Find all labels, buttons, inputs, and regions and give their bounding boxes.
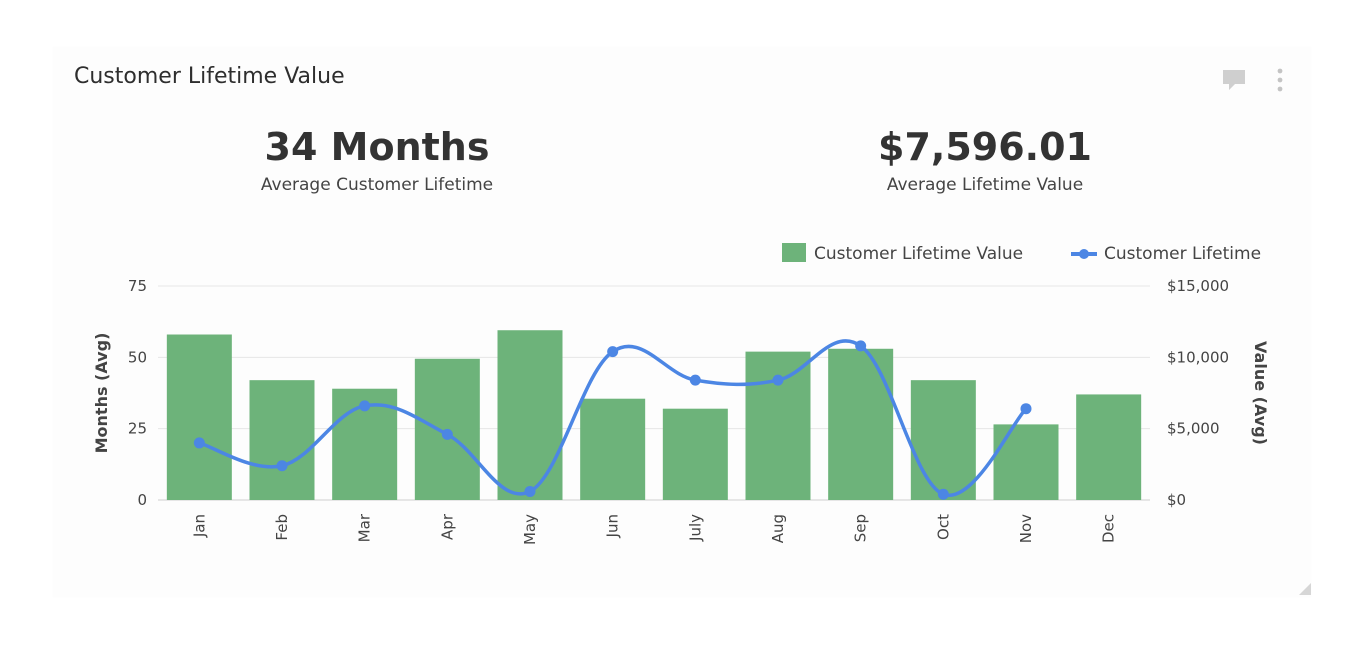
x-tick-label: Feb — [273, 514, 291, 541]
legend-swatch-point — [1079, 249, 1089, 259]
y-axis-right-title: Value (Avg) — [1251, 341, 1270, 445]
y-right-tick-label: $10,000 — [1167, 348, 1229, 366]
resize-handle-icon[interactable] — [1299, 583, 1311, 595]
bar-series — [166, 330, 1142, 500]
kpi-label: Average Customer Lifetime — [260, 175, 494, 195]
y-right-tick-label: $15,000 — [1167, 277, 1229, 295]
chart-axes: 0 25 50 75 $0 $5,000 $10,000 $15,000 Jan Feb Mar Ap… — [128, 277, 1229, 545]
point-nov — [1020, 403, 1032, 415]
card-title: Customer Lifetime Value — [74, 64, 345, 89]
point-apr — [441, 428, 453, 440]
kpi-average-customer-lifetime: 34 Months Average Customer Lifetime — [167, 123, 587, 195]
y-left-tick-label: 50 — [128, 348, 147, 366]
dashboard-card: Customer Lifetime Value 34 Months Averag… — [53, 47, 1311, 597]
kpi-label: Average Lifetime Value — [886, 175, 1084, 195]
point-aug — [772, 374, 784, 386]
y-right-tick-label: $5,000 — [1167, 420, 1220, 438]
kpi-value: $7,596.01 — [878, 125, 1092, 169]
comment-icon[interactable] — [1221, 67, 1247, 93]
more-vertical-icon[interactable] — [1272, 67, 1288, 95]
x-tick-label: Jun — [604, 514, 622, 538]
point-oct — [937, 488, 949, 500]
kpi-value: 34 Months — [264, 125, 490, 169]
x-tick-label: Apr — [438, 513, 456, 540]
y-right-tick-label: $0 — [1167, 491, 1186, 509]
bar-feb — [249, 380, 315, 500]
x-tick-label: Oct — [934, 514, 952, 540]
x-tick-label: Mar — [356, 513, 374, 542]
x-tick-label: Dec — [1100, 514, 1118, 543]
x-tick-label: Aug — [769, 514, 787, 543]
y-left-tick-label: 0 — [137, 491, 147, 509]
point-jun — [607, 346, 619, 358]
x-tick-label: July — [686, 514, 704, 542]
kpi-average-lifetime-value: $7,596.01 Average Lifetime Value — [775, 123, 1195, 195]
point-sep — [855, 340, 867, 352]
bar-jun — [580, 398, 646, 500]
line-series — [193, 339, 1032, 500]
bar-jan — [166, 334, 232, 500]
x-tick-label: Sep — [852, 514, 870, 542]
y-axis-left-title: Months (Avg) — [92, 333, 111, 454]
point-may — [524, 485, 536, 497]
legend-label-bar: Customer Lifetime Value — [814, 244, 1023, 264]
y-left-tick-label: 25 — [128, 420, 147, 438]
bar-sep — [828, 348, 894, 500]
bar-dec — [1076, 394, 1142, 500]
point-jan — [193, 437, 205, 449]
point-mar — [359, 400, 371, 412]
point-feb — [276, 460, 288, 472]
bar-may — [497, 330, 563, 500]
x-tick-label: Nov — [1017, 514, 1035, 543]
bar-aug — [745, 351, 811, 500]
y-left-tick-label: 75 — [128, 277, 147, 295]
x-tick-label: May — [521, 514, 539, 545]
bar-july — [662, 408, 728, 500]
x-tick-label: Jan — [190, 514, 208, 538]
bar-oct — [910, 380, 976, 500]
point-july — [689, 374, 701, 386]
bar-nov — [993, 424, 1059, 500]
chart-legend: Customer Lifetime Value Customer Lifetim… — [782, 243, 1261, 264]
legend-label-line: Customer Lifetime — [1104, 244, 1261, 264]
legend-swatch-bar — [782, 243, 806, 262]
